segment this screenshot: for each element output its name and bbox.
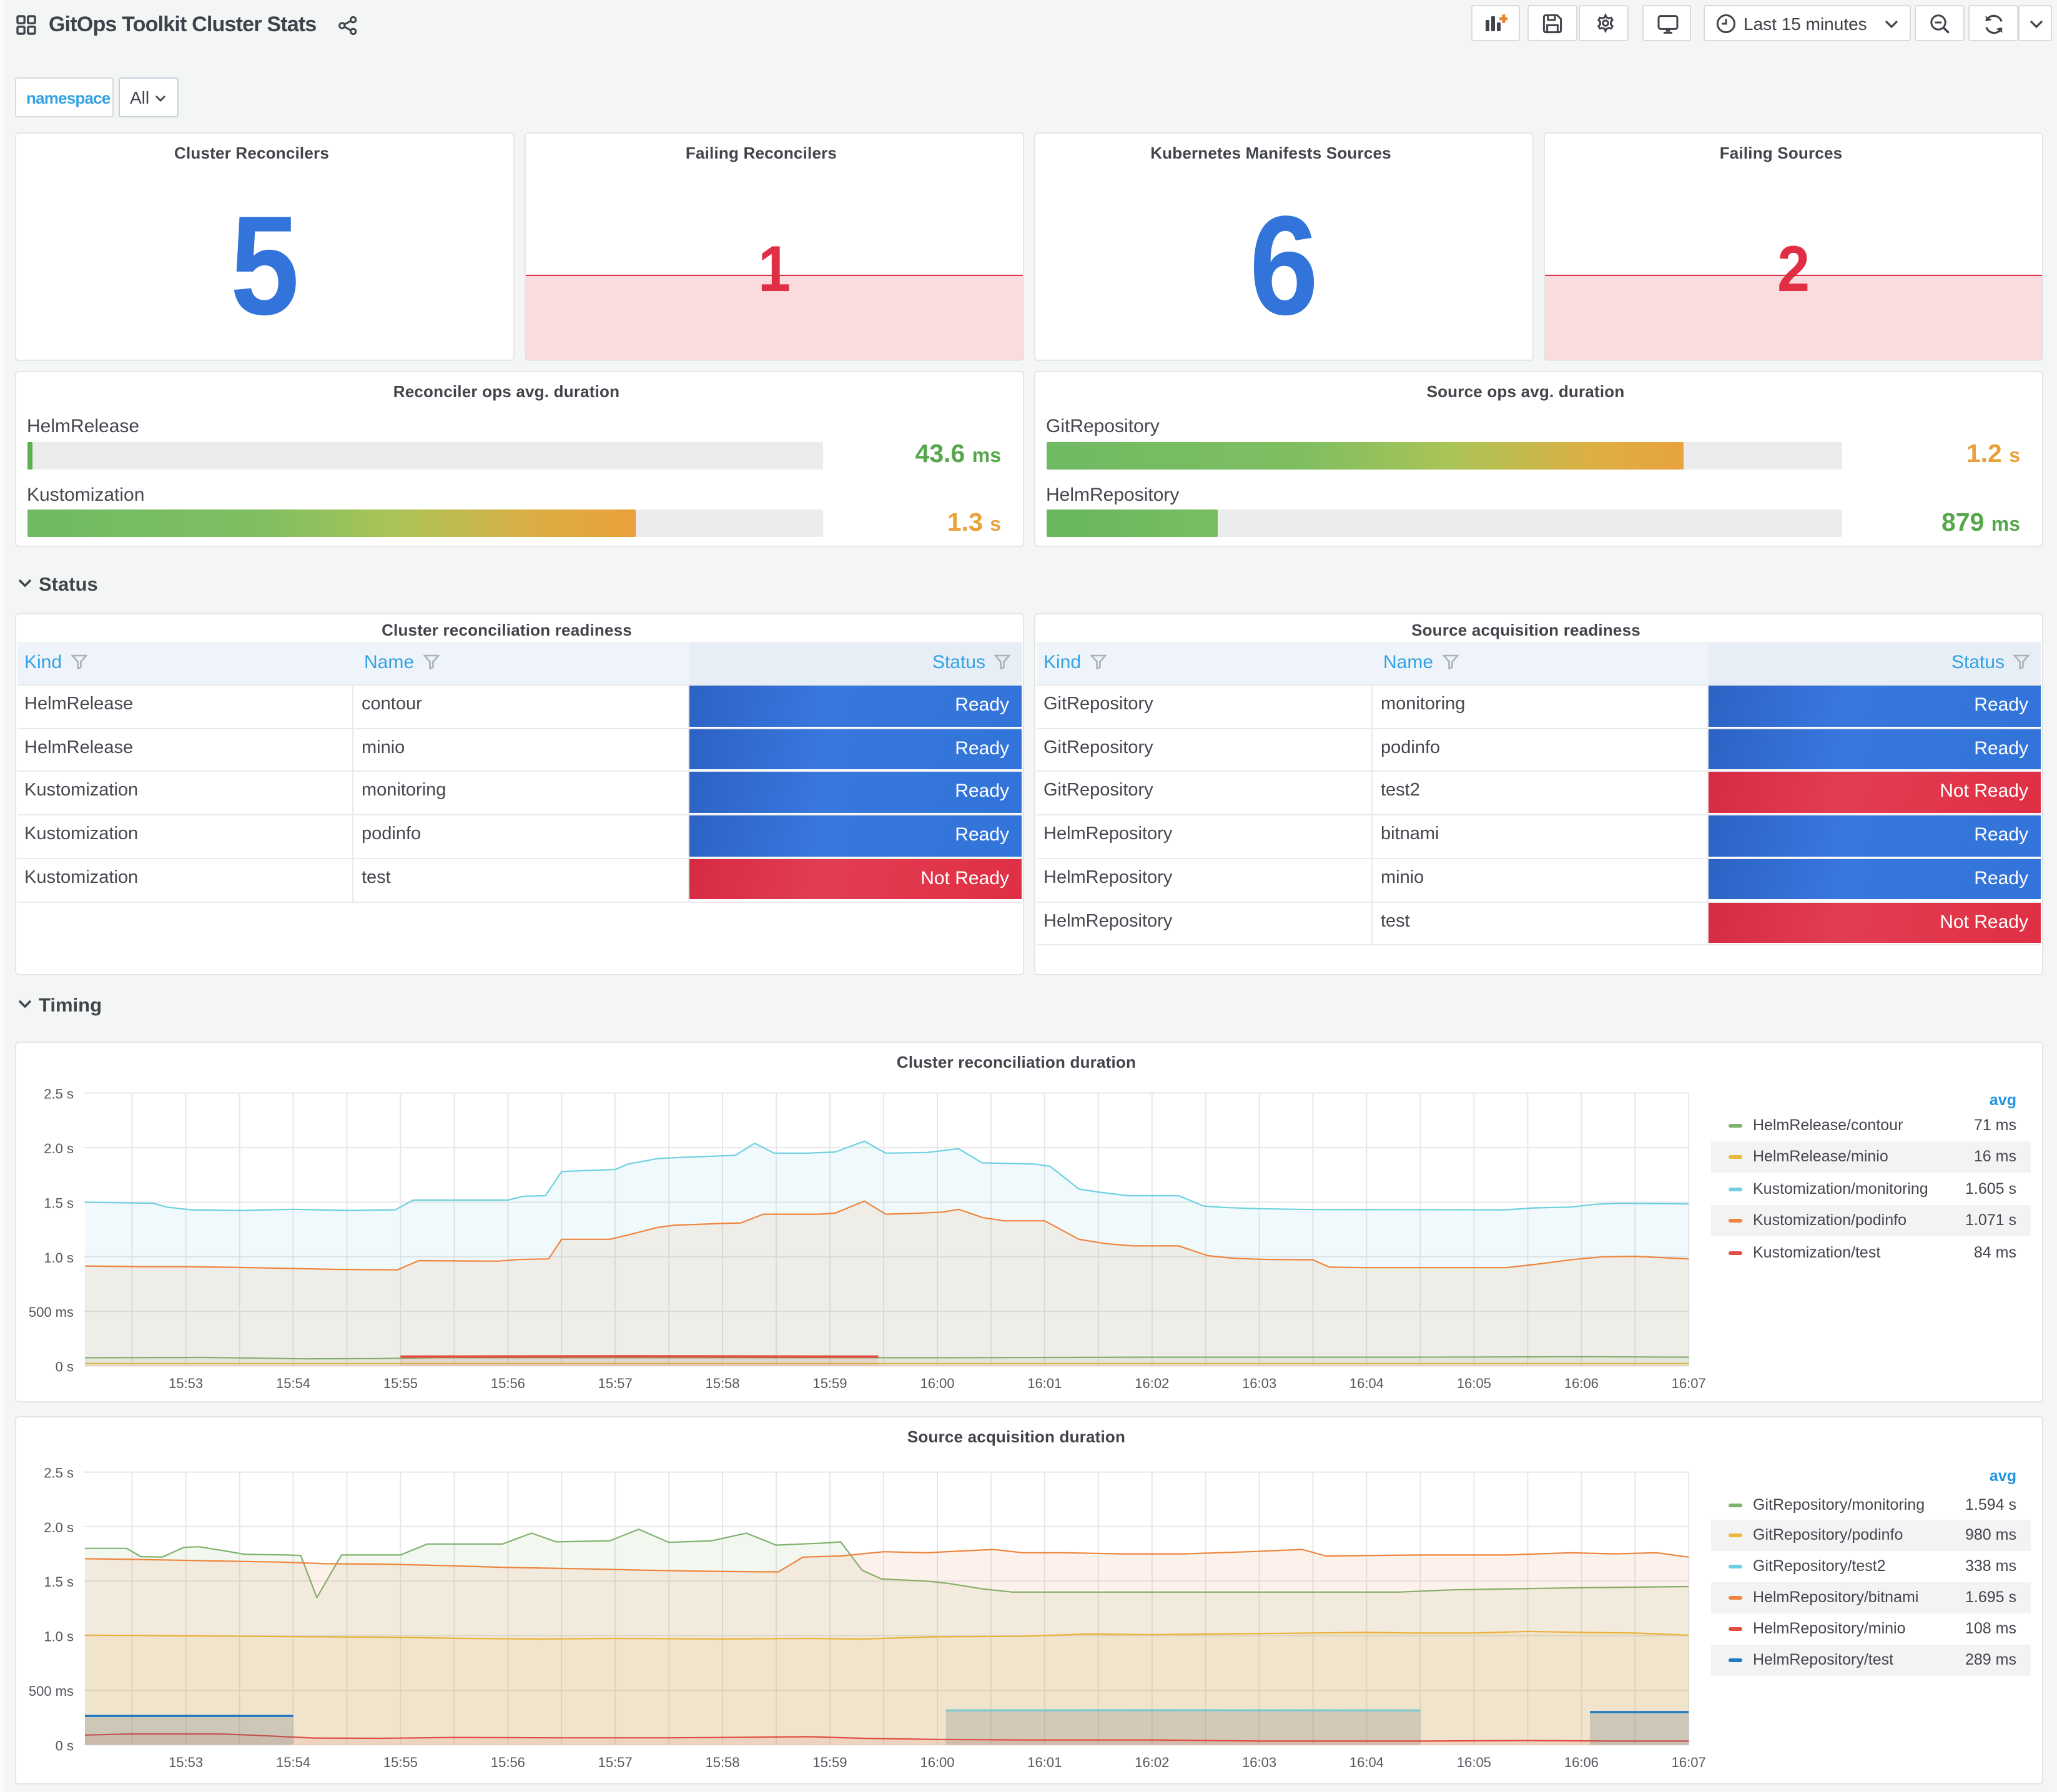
svg-text:15:53: 15:53: [168, 1375, 202, 1391]
svg-text:1.5 s: 1.5 s: [43, 1574, 73, 1590]
svg-text:15:53: 15:53: [168, 1755, 202, 1770]
svg-text:15:54: 15:54: [275, 1375, 310, 1391]
svg-text:2.5 s: 2.5 s: [43, 1086, 73, 1101]
svg-text:16:02: 16:02: [1134, 1755, 1168, 1770]
svg-text:16:05: 16:05: [1456, 1375, 1491, 1391]
svg-text:16:01: 16:01: [1027, 1755, 1061, 1770]
svg-text:16:02: 16:02: [1134, 1375, 1168, 1391]
svg-text:16:06: 16:06: [1564, 1375, 1598, 1391]
svg-text:15:56: 15:56: [490, 1755, 525, 1770]
svg-text:16:07: 16:07: [1671, 1755, 1705, 1770]
svg-text:2.0 s: 2.0 s: [43, 1520, 73, 1535]
svg-text:15:57: 15:57: [598, 1755, 632, 1770]
svg-text:16:07: 16:07: [1671, 1375, 1705, 1391]
svg-text:15:59: 15:59: [812, 1755, 846, 1770]
svg-text:16:00: 16:00: [919, 1375, 954, 1391]
svg-text:0 s: 0 s: [55, 1359, 73, 1374]
svg-text:500 ms: 500 ms: [28, 1683, 73, 1699]
svg-text:15:55: 15:55: [383, 1755, 417, 1770]
svg-text:16:01: 16:01: [1027, 1375, 1061, 1391]
svg-text:1.0 s: 1.0 s: [43, 1629, 73, 1645]
svg-text:1.5 s: 1.5 s: [43, 1194, 73, 1210]
svg-text:1.0 s: 1.0 s: [43, 1249, 73, 1265]
svg-text:500 ms: 500 ms: [28, 1304, 73, 1319]
svg-text:15:59: 15:59: [812, 1375, 846, 1391]
svg-text:15:54: 15:54: [275, 1755, 310, 1770]
svg-text:16:03: 16:03: [1241, 1375, 1276, 1391]
svg-text:15:58: 15:58: [704, 1755, 739, 1770]
svg-text:16:04: 16:04: [1349, 1375, 1383, 1391]
svg-text:16:06: 16:06: [1564, 1755, 1598, 1770]
svg-text:16:04: 16:04: [1349, 1755, 1383, 1770]
svg-text:15:55: 15:55: [383, 1375, 417, 1391]
svg-text:0 s: 0 s: [55, 1738, 73, 1754]
svg-text:16:03: 16:03: [1241, 1755, 1276, 1770]
svg-text:2.0 s: 2.0 s: [43, 1140, 73, 1156]
svg-text:15:57: 15:57: [598, 1375, 632, 1391]
svg-text:2.5 s: 2.5 s: [43, 1465, 73, 1480]
svg-text:15:58: 15:58: [704, 1375, 739, 1391]
svg-text:16:05: 16:05: [1456, 1755, 1491, 1770]
svg-text:16:00: 16:00: [919, 1755, 954, 1770]
svg-text:15:56: 15:56: [490, 1375, 525, 1391]
